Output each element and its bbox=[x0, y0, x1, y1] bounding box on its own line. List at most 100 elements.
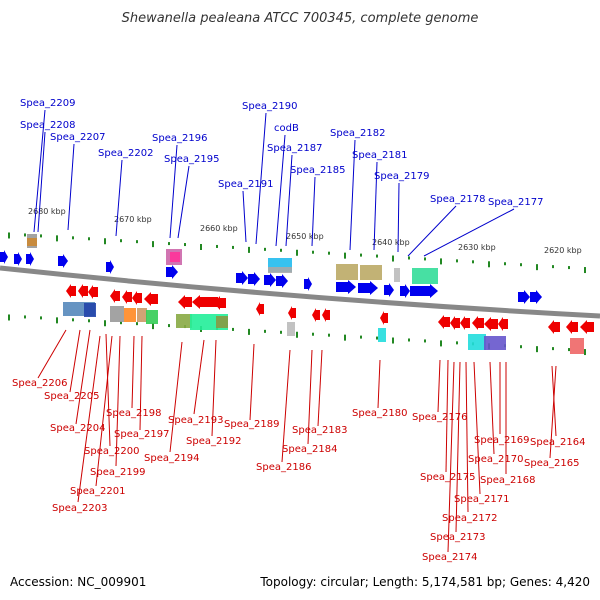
reverse-gene-arrow bbox=[110, 289, 120, 303]
forward-gene-arrow bbox=[58, 254, 68, 268]
tick-mark bbox=[488, 261, 490, 268]
feature-block bbox=[268, 267, 292, 273]
scale-tick-label: 2640 kbp bbox=[372, 238, 410, 247]
forward-gene-arrow bbox=[276, 274, 288, 288]
forward-gene-arrow bbox=[166, 265, 178, 279]
feature-block bbox=[336, 264, 358, 280]
tick-mark bbox=[536, 264, 538, 271]
gene-label-reverse: Spea_2201 bbox=[70, 486, 125, 497]
label-leader-line bbox=[377, 359, 381, 409]
gene-label-reverse: Spea_2169 bbox=[474, 435, 529, 446]
tick-mark bbox=[88, 237, 90, 241]
reverse-gene-arrow bbox=[484, 317, 498, 331]
gene-label-reverse: Spea_2206 bbox=[12, 378, 67, 389]
reverse-gene-arrow bbox=[122, 290, 132, 304]
tick-mark bbox=[504, 262, 506, 266]
reverse-gene-arrow bbox=[380, 311, 388, 325]
tick-mark bbox=[264, 247, 266, 251]
scale-tick-label: 2650 kbp bbox=[286, 232, 324, 241]
label-leader-line bbox=[423, 208, 515, 257]
gene-label-reverse: Spea_2203 bbox=[52, 503, 107, 514]
label-leader-line bbox=[549, 365, 557, 459]
gene-label-forward: Spea_2190 bbox=[242, 101, 297, 112]
tick-mark bbox=[72, 236, 74, 240]
tick-mark bbox=[328, 251, 330, 255]
label-leader-line bbox=[33, 109, 46, 233]
gene-label-reverse: Spea_2205 bbox=[44, 391, 99, 402]
label-leader-line bbox=[255, 112, 267, 245]
tick-mark bbox=[8, 232, 10, 239]
feature-block bbox=[137, 308, 147, 322]
reverse-gene-arrow bbox=[88, 285, 98, 299]
tick-mark bbox=[24, 315, 26, 319]
tick-mark bbox=[40, 316, 42, 320]
tick-mark bbox=[104, 320, 106, 327]
scale-tick-label: 2620 kbp bbox=[544, 246, 582, 255]
feature-block bbox=[412, 268, 438, 284]
tick-mark bbox=[152, 323, 154, 330]
tick-mark bbox=[216, 244, 218, 248]
tick-mark bbox=[392, 255, 394, 262]
feature-block bbox=[124, 308, 136, 322]
gene-label-forward: Spea_2195 bbox=[164, 154, 219, 165]
forward-gene-arrow bbox=[358, 281, 378, 295]
gene-label-reverse: Spea_2174 bbox=[422, 552, 477, 563]
label-leader-line bbox=[465, 361, 469, 513]
label-leader-line bbox=[317, 349, 323, 427]
tick-mark bbox=[200, 244, 202, 250]
reverse-gene-arrow bbox=[498, 317, 508, 331]
scale-tick-label: 2670 kbp bbox=[114, 215, 152, 224]
map-title: Shewanella pealeana ATCC 700345, complet… bbox=[122, 11, 479, 26]
gene-label-reverse: Spea_2176 bbox=[412, 412, 467, 423]
tick-mark bbox=[440, 258, 442, 265]
tick-mark bbox=[120, 239, 122, 243]
gene-label-reverse: Spea_2204 bbox=[50, 423, 105, 434]
tick-mark bbox=[568, 266, 570, 270]
label-leader-line bbox=[473, 361, 481, 495]
feature-block bbox=[110, 306, 124, 322]
tick-mark bbox=[120, 321, 122, 325]
tick-mark bbox=[392, 337, 394, 344]
label-leader-line bbox=[349, 139, 356, 251]
gene-label-forward: Spea_2182 bbox=[330, 128, 385, 139]
tick-mark bbox=[520, 263, 522, 267]
scale-tick-label: 2660 kbp bbox=[200, 224, 238, 233]
forward-gene-arrow bbox=[384, 283, 394, 297]
tick-mark bbox=[264, 329, 266, 333]
forward-gene-arrow bbox=[530, 290, 542, 304]
tick-mark bbox=[40, 234, 42, 238]
tick-mark bbox=[296, 331, 298, 338]
tick-mark bbox=[296, 249, 298, 256]
reverse-gene-arrow bbox=[214, 296, 226, 310]
label-leader-line bbox=[397, 182, 400, 253]
forward-gene-arrow bbox=[518, 290, 530, 304]
feature-block bbox=[27, 238, 37, 246]
feature-block bbox=[176, 314, 192, 328]
reverse-gene-arrow bbox=[144, 292, 158, 306]
tick-mark bbox=[376, 336, 378, 340]
forward-gene-arrow bbox=[14, 252, 22, 266]
gene-label-forward: Spea_2185 bbox=[290, 165, 345, 176]
feature-block bbox=[146, 310, 158, 324]
reverse-gene-arrow bbox=[566, 320, 578, 334]
label-leader-line bbox=[311, 176, 316, 247]
feature-block bbox=[394, 268, 400, 282]
scale-tick-label: 2630 kbp bbox=[458, 243, 496, 252]
label-leader-line bbox=[447, 361, 455, 553]
label-leader-line bbox=[37, 131, 46, 233]
gene-label-forward: Spea_2179 bbox=[374, 171, 429, 182]
reverse-gene-arrow bbox=[312, 308, 320, 322]
gene-label-reverse: Spea_2194 bbox=[144, 453, 199, 464]
tick-mark bbox=[24, 233, 26, 237]
label-leader-line bbox=[95, 335, 113, 487]
tick-mark bbox=[360, 253, 362, 257]
forward-gene-arrow bbox=[410, 284, 438, 298]
label-leader-line bbox=[437, 359, 441, 413]
tick-mark bbox=[552, 265, 554, 269]
tick-mark bbox=[168, 324, 170, 328]
label-leader-line bbox=[193, 339, 205, 415]
tick-mark bbox=[456, 259, 458, 263]
gene-label-forward: Spea_2191 bbox=[218, 179, 273, 190]
